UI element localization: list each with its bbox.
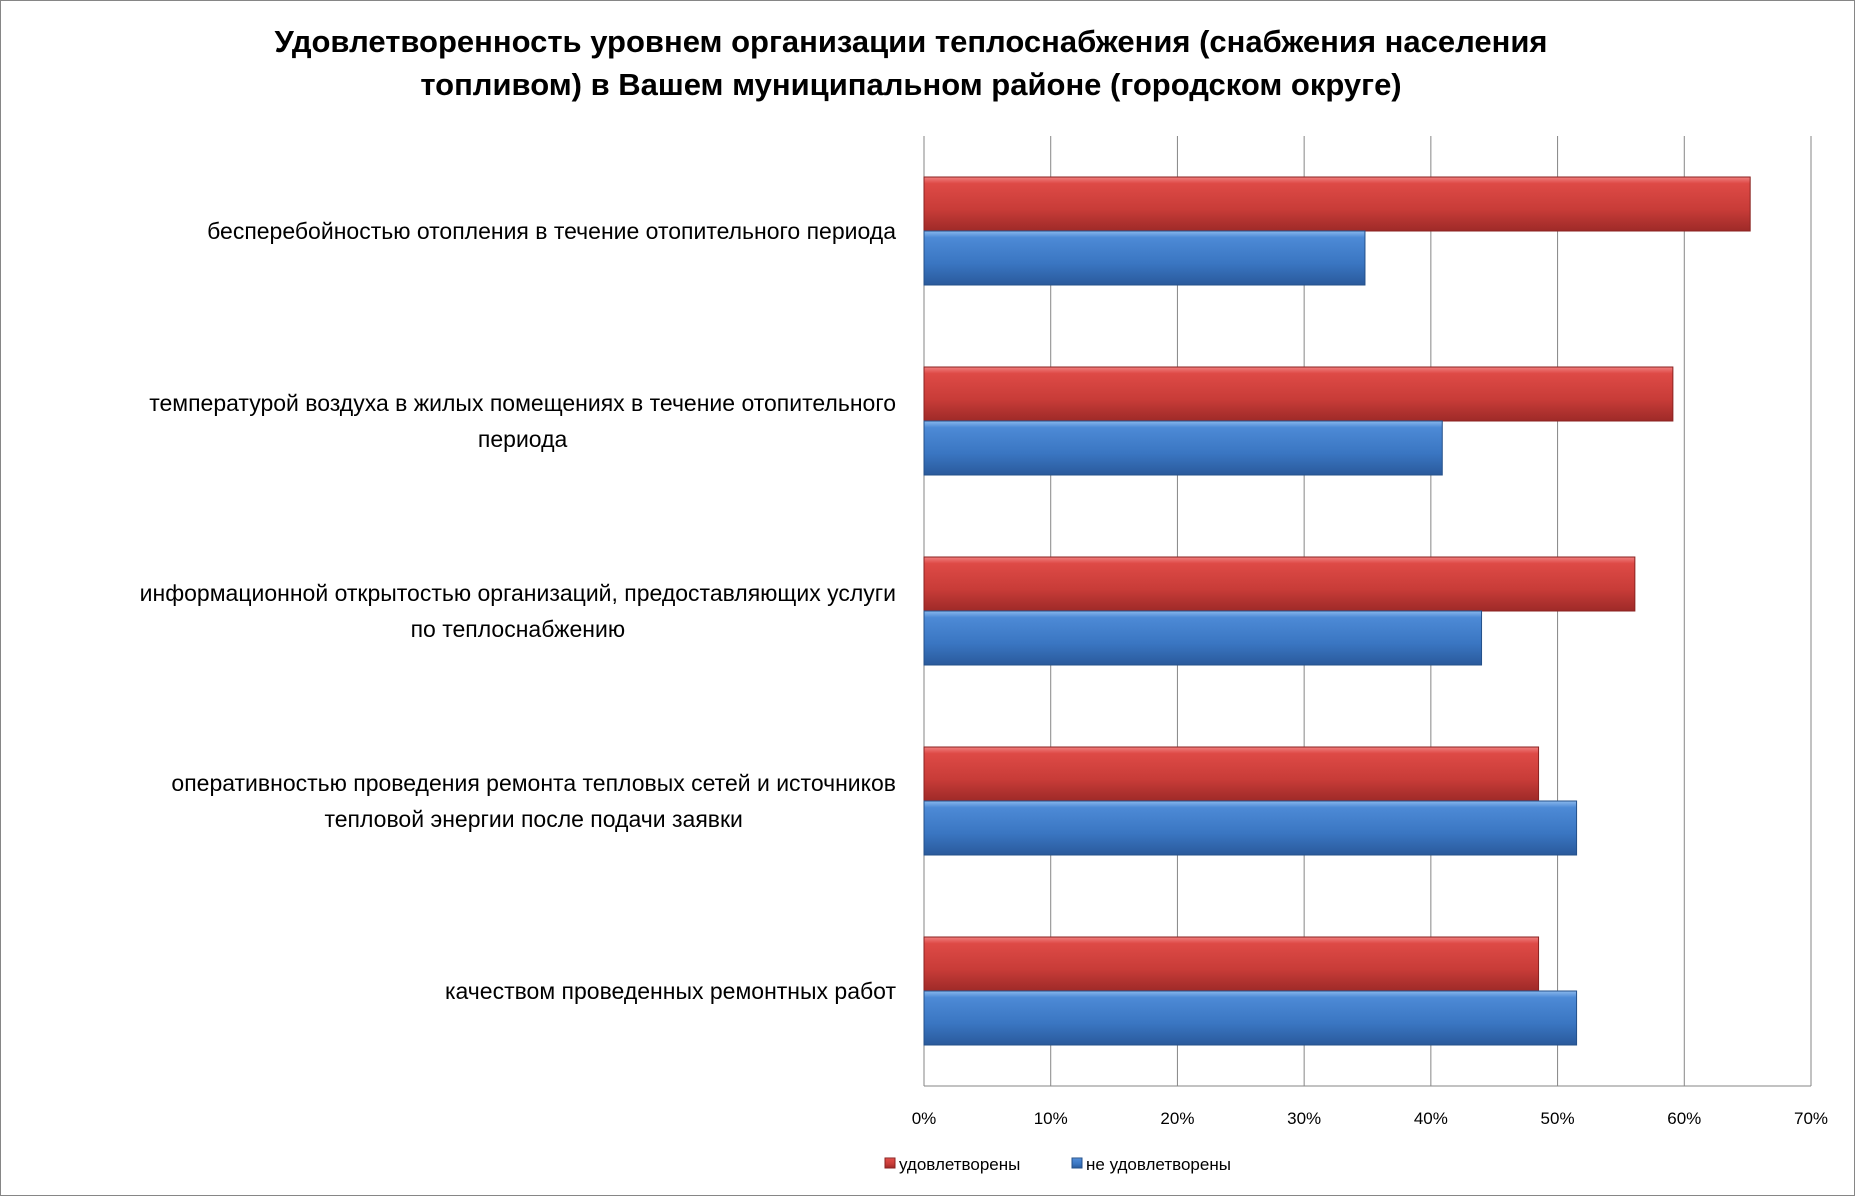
x-tick-label: 0% xyxy=(912,1109,937,1128)
legend-label: удовлетворены xyxy=(899,1155,1020,1174)
category-labels: бесперебойностью отопления в течение ото… xyxy=(140,218,897,1004)
category-label-line: бесперебойностью отопления в течение ото… xyxy=(207,218,896,244)
chart-title-line: топливом) в Вашем муниципальном районе (… xyxy=(420,67,1401,102)
x-tick-label: 60% xyxy=(1667,1109,1701,1128)
category-label-line: по теплоснабжению xyxy=(411,616,626,642)
bar-satisfied xyxy=(923,176,1751,232)
x-tick-label: 30% xyxy=(1287,1109,1321,1128)
bar-not-satisfied xyxy=(923,230,1366,286)
x-tick-label: 20% xyxy=(1160,1109,1194,1128)
chart-title: Удовлетворенность уровнем организации те… xyxy=(274,24,1547,102)
legend-label: не удовлетворены xyxy=(1086,1155,1231,1174)
x-tick-label: 10% xyxy=(1034,1109,1068,1128)
category-label-line: качеством проведенных ремонтных работ xyxy=(445,978,897,1004)
category-label-line: оперативностью проведения ремонта теплов… xyxy=(171,770,896,796)
bar-not-satisfied xyxy=(923,610,1483,666)
bar-not-satisfied xyxy=(923,990,1578,1046)
legend-swatch-satisfied xyxy=(884,1157,896,1169)
category-label-line: информационной открытостью организаций, … xyxy=(140,580,896,606)
legend: удовлетворены не удовлетворены xyxy=(884,1155,1231,1174)
x-tick-label: 50% xyxy=(1541,1109,1575,1128)
x-tick-label: 40% xyxy=(1414,1109,1448,1128)
chart-title-line: Удовлетворенность уровнем организации те… xyxy=(274,24,1547,59)
category-label-line: тепловой энергии после подачи заявки xyxy=(324,806,742,832)
bars xyxy=(923,176,1751,1046)
gridlines xyxy=(923,136,1812,1087)
bar-satisfied xyxy=(923,746,1540,802)
bar-not-satisfied xyxy=(923,800,1578,856)
category-label-line: температурой воздуха в жилых помещениях … xyxy=(149,390,896,416)
bar-not-satisfied xyxy=(923,420,1443,476)
x-tick-label: 70% xyxy=(1794,1109,1828,1128)
bar-satisfied xyxy=(923,366,1674,422)
bar-satisfied xyxy=(923,936,1540,992)
category-label-line: периода xyxy=(478,426,568,452)
bar-satisfied xyxy=(923,556,1636,612)
legend-swatch-not-satisfied xyxy=(1071,1157,1083,1169)
x-axis-ticks: 0% 10% 20% 30% 40% 50% 60% 70% xyxy=(912,1109,1828,1128)
